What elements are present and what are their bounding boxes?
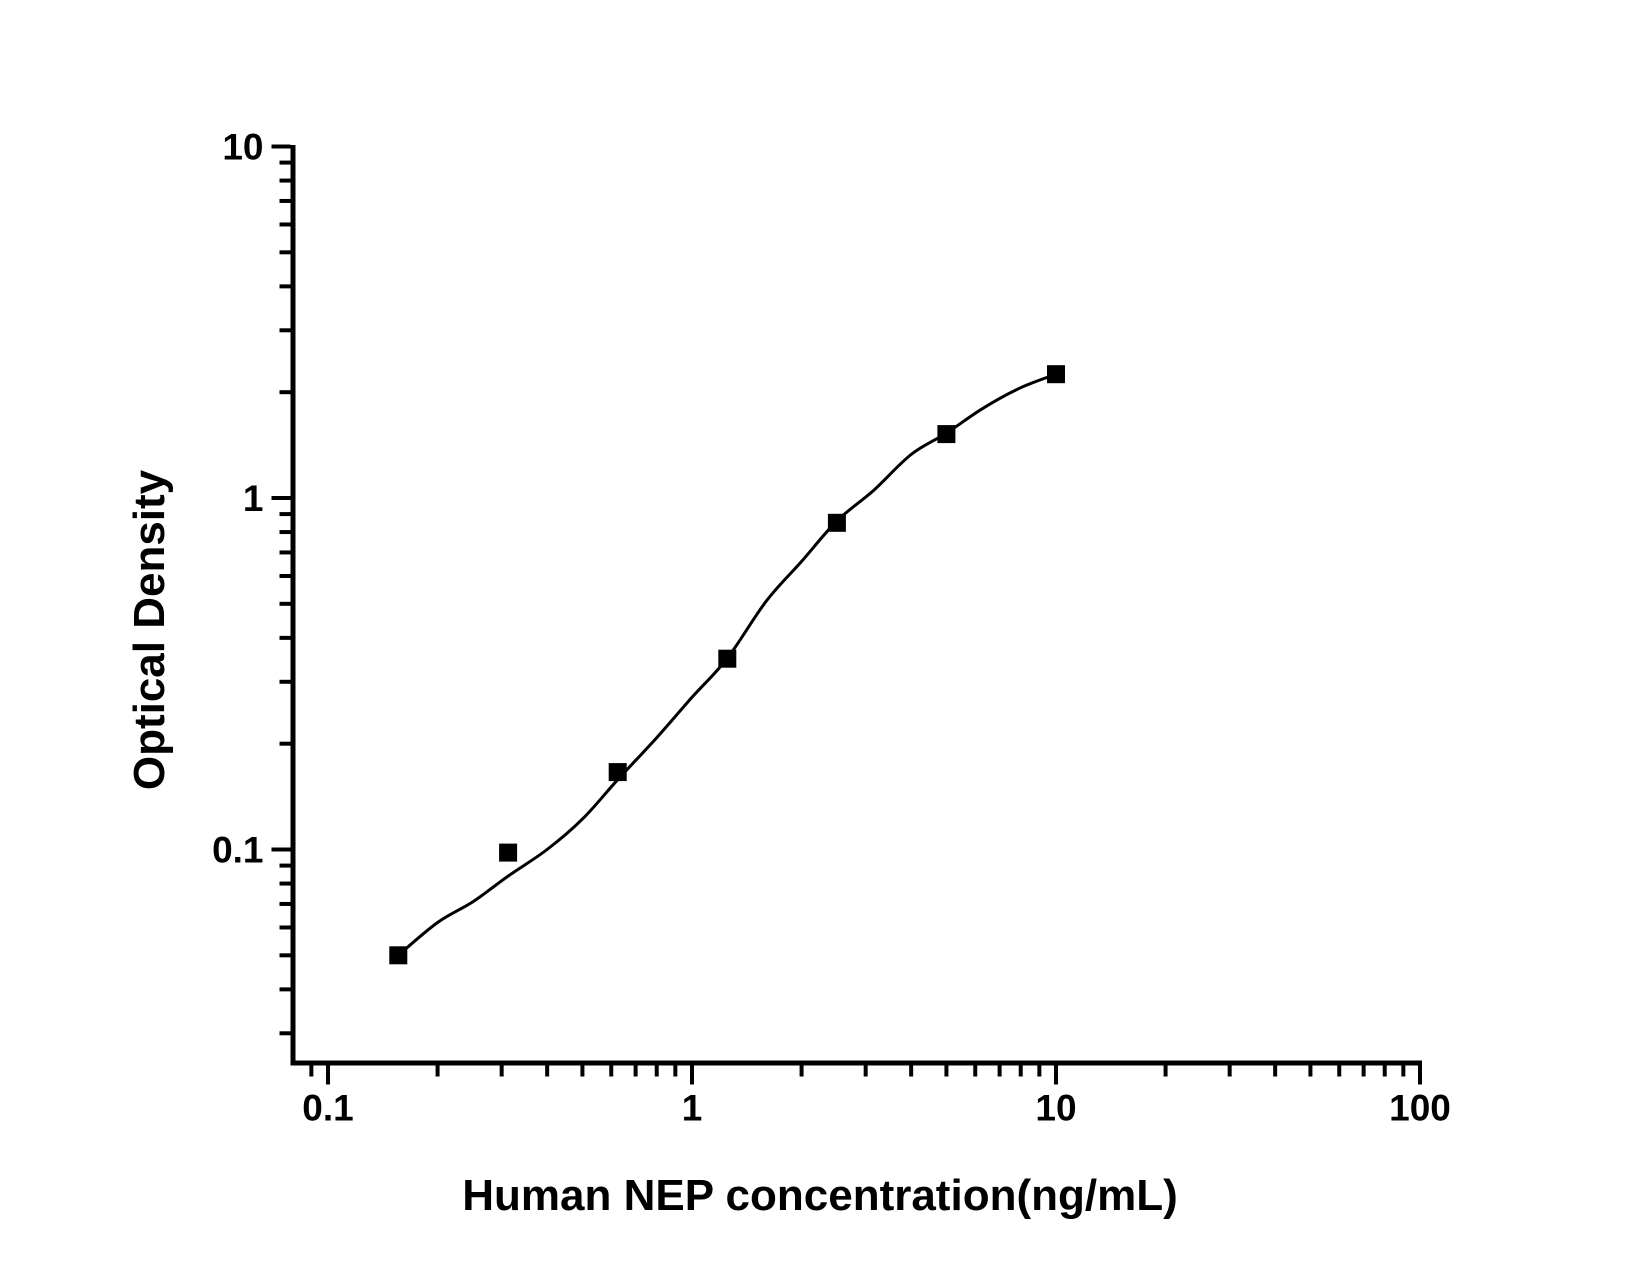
data-point-marker bbox=[389, 946, 408, 965]
data-point-marker bbox=[608, 763, 627, 782]
y-axis-title: Optical Density bbox=[125, 469, 174, 791]
data-point-marker bbox=[937, 425, 956, 444]
x-tick-label: 0.1 bbox=[302, 1088, 353, 1129]
data-points-layer bbox=[389, 365, 1065, 965]
y-tick-label: 10 bbox=[222, 127, 263, 168]
data-point-marker bbox=[827, 513, 846, 532]
y-tick-label: 0.1 bbox=[212, 830, 263, 871]
data-point-marker bbox=[499, 843, 518, 862]
x-tick-label: 10 bbox=[1035, 1088, 1076, 1129]
axes-layer bbox=[271, 144, 1422, 1085]
x-tick-label: 100 bbox=[1389, 1088, 1451, 1129]
data-point-marker bbox=[718, 649, 737, 668]
x-tick-label: 1 bbox=[682, 1088, 703, 1129]
tick-labels-layer: 10 1 0.1 0.1 1 10 100 bbox=[212, 127, 1451, 1129]
data-point-marker bbox=[1047, 365, 1065, 384]
x-axis-title: Human NEP concentration(ng/mL) bbox=[462, 1171, 1178, 1220]
y-tick-label: 1 bbox=[243, 478, 264, 519]
